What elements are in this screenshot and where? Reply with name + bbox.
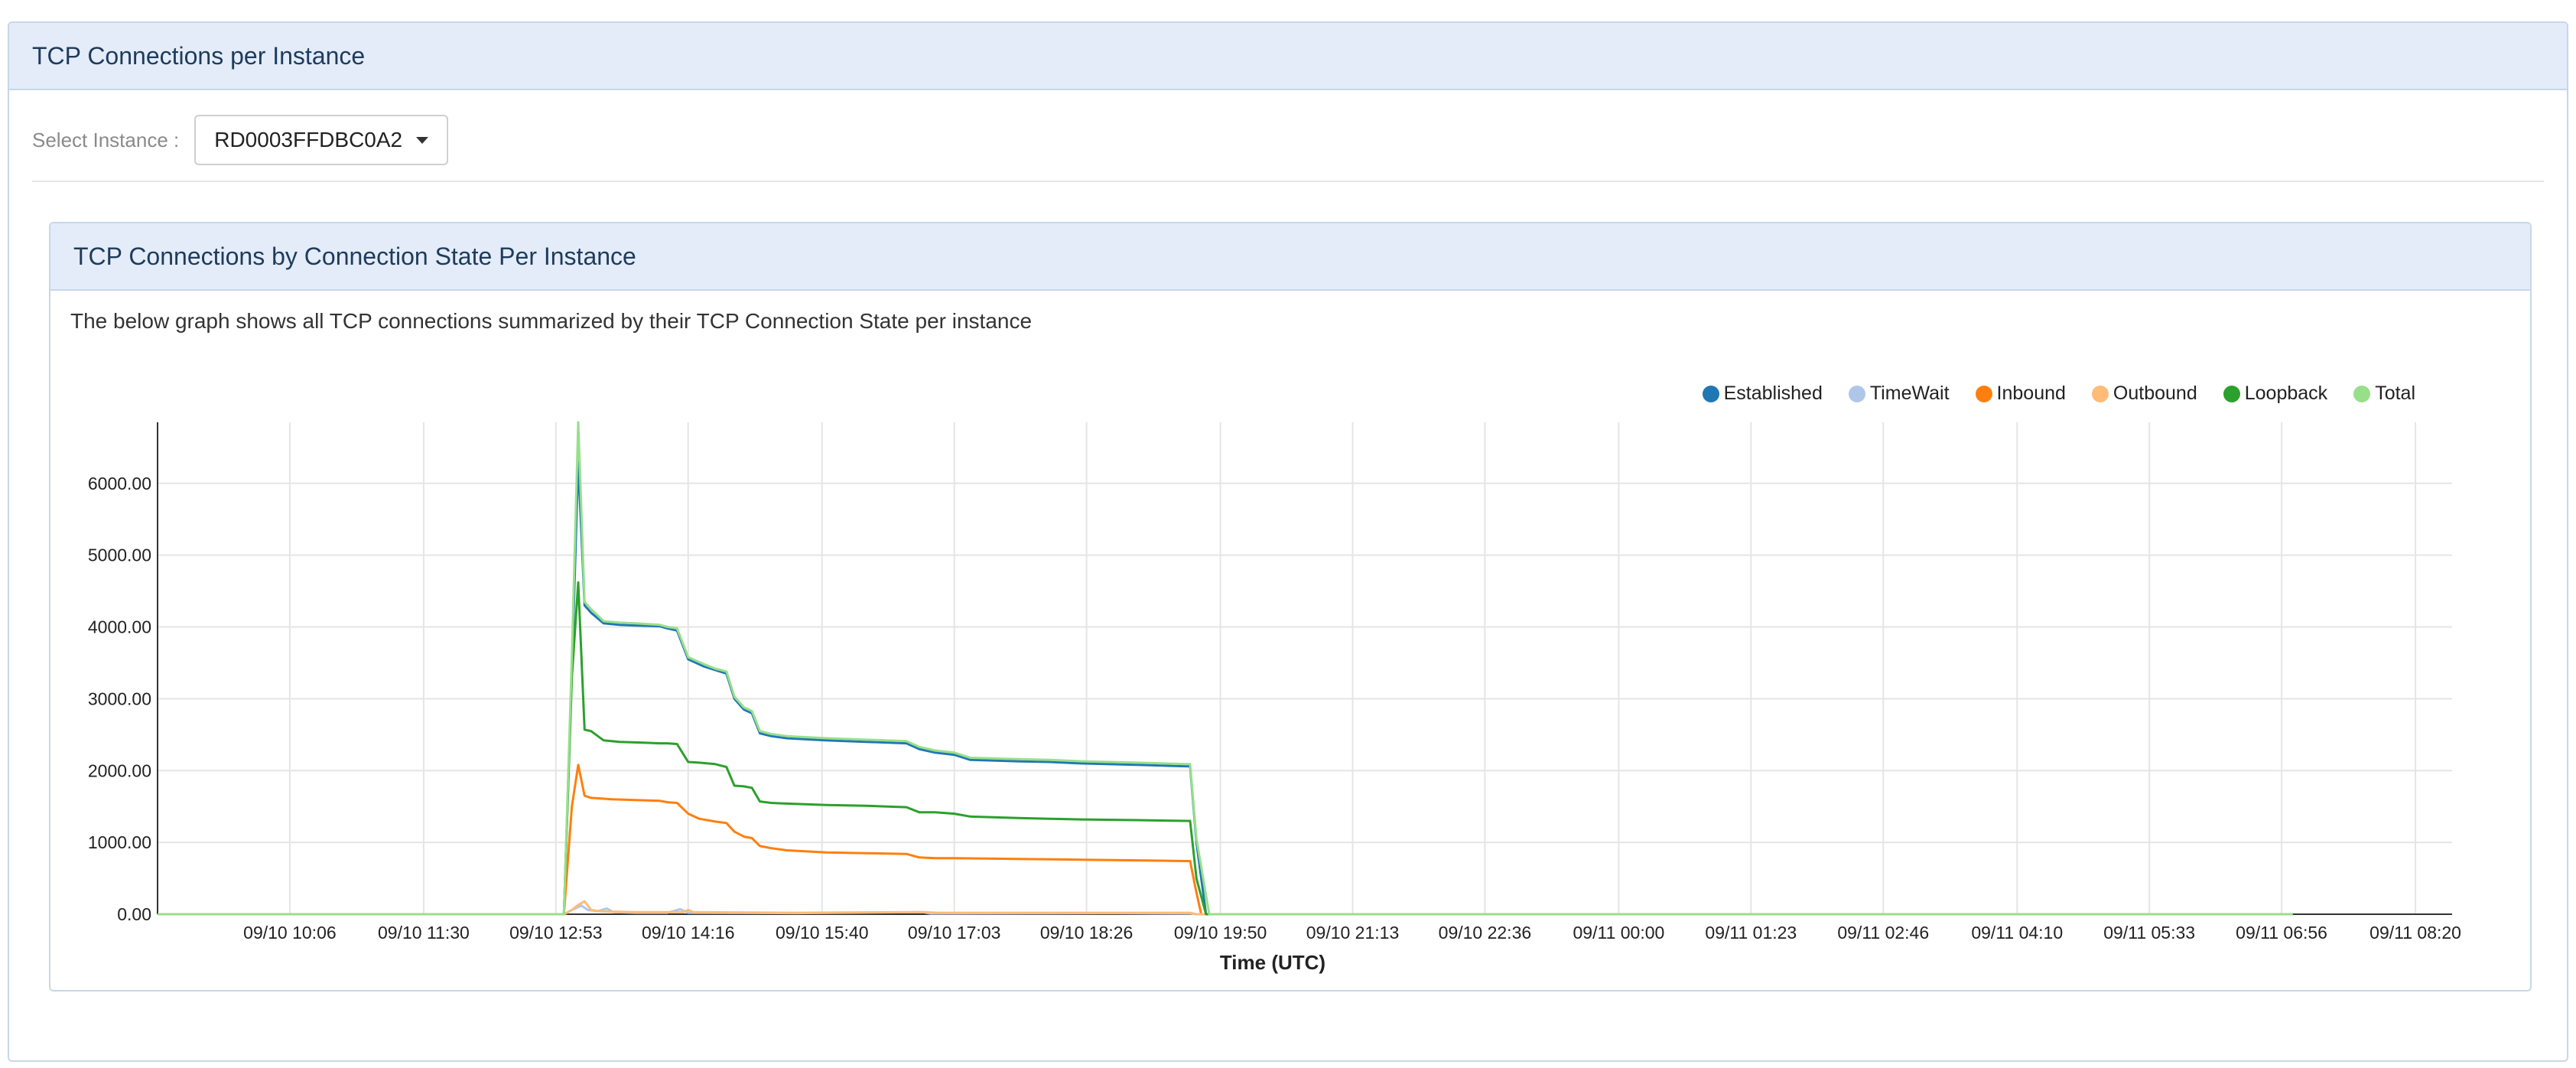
legend-dot-icon (1702, 385, 1719, 402)
x-tick-label: 09/11 08:20 (2369, 923, 2461, 943)
tcp-connections-chart: 0.00 1000.00 2000.00 3000.00 4000.00 5000.00 6… (88, 421, 2461, 974)
instance-selector-row: Select Instance : RD0003FFDBC0A2 (32, 113, 449, 167)
connection-state-panel: TCP Connections by Connection State Per … (49, 222, 2532, 991)
panel-header: TCP Connections per Instance (9, 23, 2567, 90)
divider (32, 181, 2544, 182)
x-tick-label: 09/10 18:26 (1040, 923, 1134, 943)
series-line-total[interactable] (158, 421, 2293, 916)
y-tick-label: 1000.00 (88, 832, 151, 852)
x-tick-label: 09/10 10:06 (243, 923, 337, 943)
chart-grid (158, 422, 2452, 915)
series-line-outbound[interactable] (158, 900, 2293, 916)
legend-item-inbound[interactable]: Inbound (1975, 383, 2066, 405)
legend-dot-icon (1848, 385, 1865, 402)
y-tick-label: 0.00 (117, 904, 151, 924)
x-tick-label: 09/11 06:56 (2236, 923, 2327, 943)
instance-select-value: RD0003FFDBC0A2 (214, 128, 403, 151)
chart-axes: 0.00 1000.00 2000.00 3000.00 4000.00 5000.00 6… (88, 422, 2461, 943)
connection-state-title: TCP Connections by Connection State Per … (73, 242, 636, 270)
y-tick-label: 4000.00 (88, 617, 151, 637)
legend-item-total[interactable]: Total (2353, 383, 2415, 405)
tcp-connections-panel: TCP Connections per Instance Select Inst… (8, 21, 2568, 1062)
y-tick-label: 6000.00 (88, 474, 151, 493)
y-tick-label: 5000.00 (88, 545, 151, 565)
x-tick-label: 09/11 05:33 (2103, 923, 2195, 943)
legend-item-outbound[interactable]: Outbound (2091, 383, 2197, 405)
x-tick-label: 09/10 15:40 (776, 923, 869, 943)
x-tick-label: 09/11 00:00 (1573, 923, 1665, 943)
chart-legend: Established TimeWait Inbound Outbound Lo… (1677, 383, 2415, 405)
x-tick-label: 09/10 12:53 (509, 923, 603, 943)
legend-dot-icon (2091, 385, 2109, 402)
x-tick-label: 09/10 11:30 (378, 923, 470, 943)
legend-label: Outbound (2113, 383, 2197, 404)
legend-item-timewait[interactable]: TimeWait (1848, 383, 1950, 405)
y-tick-label: 2000.00 (88, 760, 151, 780)
caret-down-icon (416, 136, 429, 144)
chart-description: The below graph shows all TCP connection… (70, 309, 1033, 333)
legend-label: Established (1723, 383, 1823, 404)
instance-select-label: Select Instance : (32, 128, 180, 151)
x-tick-label: 09/10 14:16 (642, 923, 735, 943)
x-tick-label: 09/10 19:50 (1174, 923, 1267, 943)
x-tick-label: 09/11 02:46 (1837, 923, 1929, 943)
connection-state-panel-header: TCP Connections by Connection State Per … (50, 223, 2530, 291)
legend-label: Total (2375, 383, 2415, 404)
series-line-inbound[interactable] (158, 764, 2293, 916)
x-tick-label: 09/10 17:03 (908, 923, 1001, 943)
legend-label: TimeWait (1869, 383, 1950, 404)
legend-label: Inbound (1996, 383, 2066, 404)
x-tick-label: 09/11 01:23 (1705, 923, 1797, 943)
x-axis-title: Time (UTC) (1220, 951, 1325, 974)
legend-item-established[interactable]: Established (1702, 383, 1823, 405)
page-title: TCP Connections per Instance (32, 41, 366, 70)
series-line-loopback[interactable] (158, 581, 2293, 916)
x-tick-label: 09/10 22:36 (1439, 923, 1532, 943)
legend-item-loopback[interactable]: Loopback (2223, 383, 2327, 405)
instance-select-dropdown[interactable]: RD0003FFDBC0A2 (194, 115, 449, 165)
legend-dot-icon (2353, 385, 2371, 402)
series-line-established[interactable] (158, 461, 2293, 916)
chart-series (158, 421, 2293, 916)
y-tick-label: 3000.00 (88, 689, 151, 708)
legend-dot-icon (1975, 385, 1992, 402)
x-tick-label: 09/11 04:10 (1971, 923, 2063, 943)
legend-dot-icon (2223, 385, 2240, 402)
series-line-timewait[interactable] (158, 904, 2293, 916)
x-tick-label: 09/10 21:13 (1306, 923, 1400, 943)
legend-label: Loopback (2244, 383, 2328, 404)
